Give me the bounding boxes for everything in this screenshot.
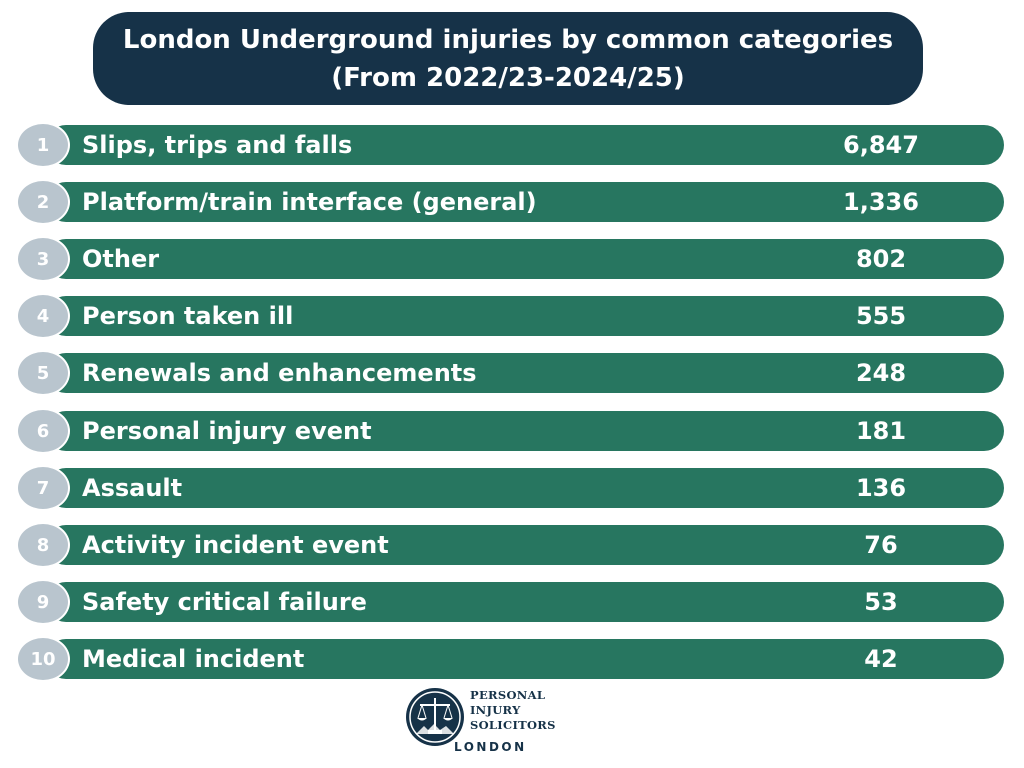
company-logo: PERSONAL INJURY SOLICITORS LONDON <box>404 686 556 758</box>
chart-subtitle: (From 2022/23-2024/25) <box>331 62 685 93</box>
row-bar <box>46 582 1004 622</box>
scales-of-justice-icon <box>406 688 464 746</box>
logo-wordmark: PERSONAL INJURY SOLICITORS <box>470 688 556 733</box>
rank-badge: 1 <box>16 122 70 168</box>
rank-badge: 6 <box>16 408 70 454</box>
logo-line-1: PERSONAL <box>470 688 546 702</box>
ranking-row: 9 Safety critical failure 53 <box>16 579 1006 625</box>
chart-title: London Underground injuries by common ca… <box>122 24 894 55</box>
rank-badge: 2 <box>16 179 70 225</box>
rank-badge: 7 <box>16 465 70 511</box>
category-label: Safety critical failure <box>82 588 367 616</box>
value-label: 42 <box>864 645 898 673</box>
value-label: 6,847 <box>843 131 919 159</box>
category-label: Personal injury event <box>82 417 372 445</box>
row-bar <box>46 353 1004 393</box>
category-label: Assault <box>82 474 183 502</box>
rank-badge: 9 <box>16 579 70 625</box>
row-bar <box>46 639 1004 679</box>
row-bar <box>46 525 1004 565</box>
row-bar <box>46 296 1004 336</box>
ranking-row: 6 Personal injury event 181 <box>16 408 1006 454</box>
category-label: Renewals and enhancements <box>82 359 477 387</box>
rank-badge: 10 <box>16 636 70 682</box>
value-label: 76 <box>864 531 898 559</box>
category-label: Activity incident event <box>82 531 389 559</box>
row-bar <box>46 411 1004 451</box>
row-bar <box>46 468 1004 508</box>
ranking-row: 1 Slips, trips and falls 6,847 <box>16 122 1006 168</box>
ranking-row: 4 Person taken ill 555 <box>16 293 1006 339</box>
ranking-row: 7 Assault 136 <box>16 465 1006 511</box>
rank-badge: 4 <box>16 293 70 339</box>
value-label: 181 <box>855 417 907 445</box>
value-label: 136 <box>855 474 907 502</box>
rank-badge: 3 <box>16 236 70 282</box>
row-bar <box>46 182 1004 222</box>
ranking-row: 5 Renewals and enhancements 248 <box>16 350 1006 396</box>
ranking-row: 3 Other 802 <box>16 236 1006 282</box>
value-label: 555 <box>855 302 907 330</box>
logo-line-2: INJURY <box>470 703 521 717</box>
rank-badge: 8 <box>16 522 70 568</box>
category-label: Slips, trips and falls <box>82 131 353 159</box>
row-bar <box>46 239 1004 279</box>
chart-title-box: London Underground injuries by common ca… <box>93 12 923 105</box>
value-label: 248 <box>855 359 907 387</box>
ranking-row: 8 Activity incident event 76 <box>16 522 1006 568</box>
row-bar <box>46 125 1004 165</box>
ranking-row: 2 Platform/train interface (general) 1,336 <box>16 179 1006 225</box>
rank-badge: 5 <box>16 350 70 396</box>
value-label: 1,336 <box>843 188 919 216</box>
value-label: 53 <box>864 588 898 616</box>
value-label: 802 <box>855 245 907 273</box>
logo-line-3: SOLICITORS <box>470 718 556 732</box>
category-label: Person taken ill <box>82 302 294 330</box>
category-label: Medical incident <box>82 645 305 673</box>
category-label: Other <box>82 245 160 273</box>
category-label: Platform/train interface (general) <box>82 188 537 216</box>
logo-city: LONDON <box>454 740 527 754</box>
ranking-row: 10 Medical incident 42 <box>16 636 1006 682</box>
